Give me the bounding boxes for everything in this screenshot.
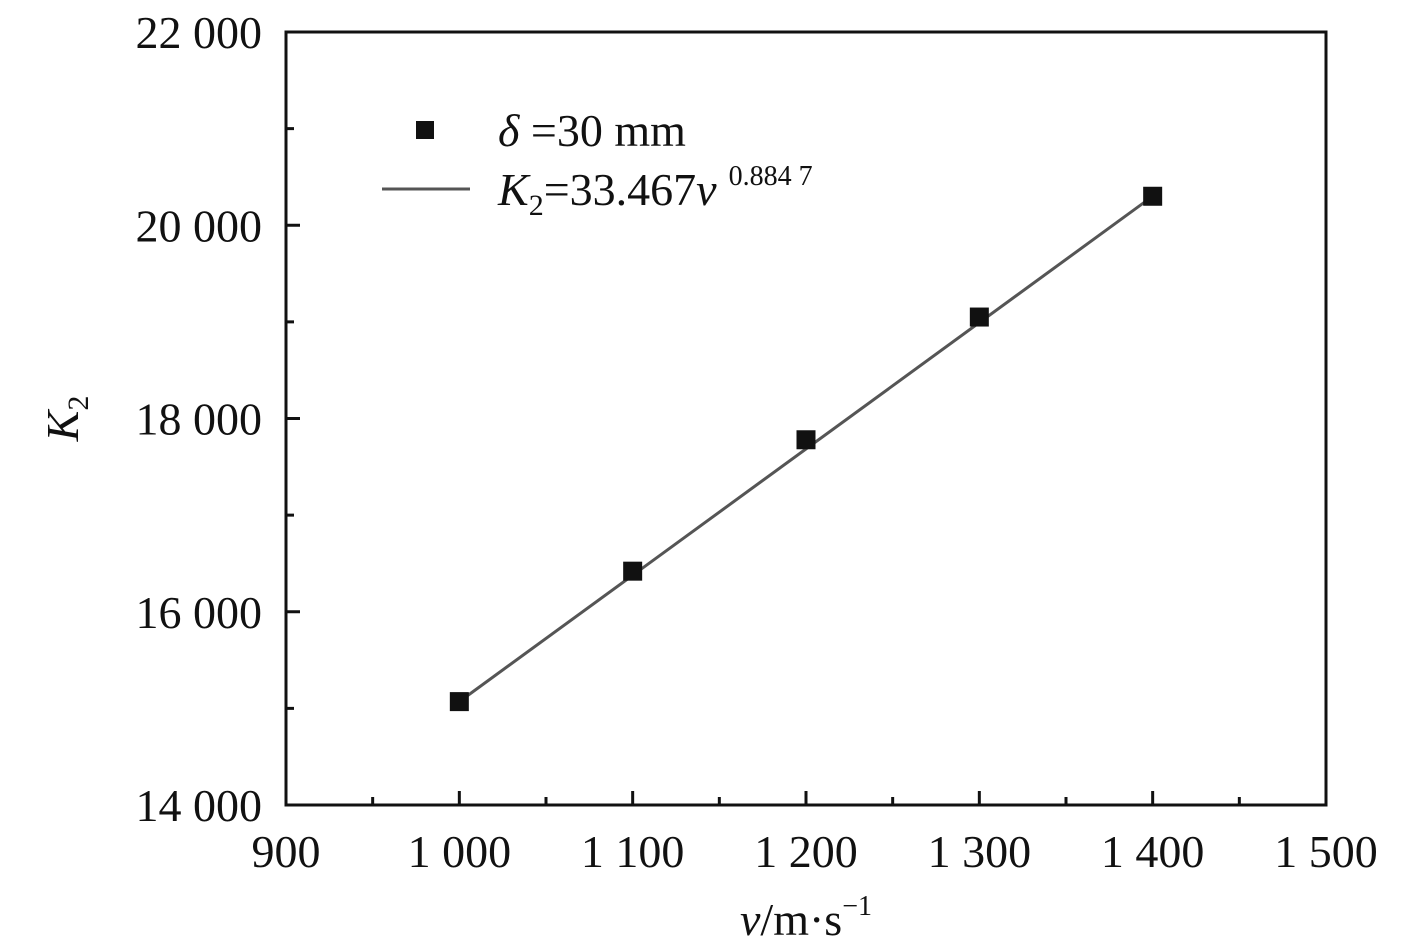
y-tick-label: 14 000 (136, 780, 263, 831)
y-axis-title: K2 (37, 396, 95, 443)
y-axis-title-sub: 2 (62, 396, 95, 411)
legend-fit-exp: 0.884 7 (729, 161, 813, 192)
axis-ticks (284, 30, 1328, 807)
legend-fit-var: K (497, 164, 531, 215)
data-point (449, 692, 469, 712)
x-axis-title-unit: /m·s (760, 894, 842, 945)
legend-marker-square (416, 121, 434, 139)
x-axis-title-var: v (740, 894, 761, 945)
axis-tick-labels: 900 1 000 1 100 1 200 1 300 1 400 1 500 14 000 1… (136, 7, 1378, 877)
legend-fit-var2: v (696, 164, 717, 215)
legend-label-scatter: δ =30 mm (498, 105, 686, 156)
legend-scatter-rest: =30 mm (519, 105, 686, 156)
x-axis-title-exp: −1 (842, 891, 872, 922)
y-tick-label: 16 000 (136, 587, 263, 638)
legend-fit-sub: 2 (529, 189, 544, 222)
x-tick-label: 1 200 (754, 826, 858, 877)
x-tick-label: 1 000 (408, 826, 512, 877)
x-tick-label: 1 400 (1101, 826, 1205, 877)
legend-label-fit: K2=33.467v 0.884 7 (497, 161, 813, 222)
data-point (796, 430, 816, 450)
y-tick-label: 18 000 (136, 394, 263, 445)
x-tick-label: 900 (252, 826, 321, 877)
x-tick-label: 1 500 (1274, 826, 1378, 877)
x-axis-title: v/m·s−1 (740, 891, 872, 945)
y-axis-title-var: K (37, 408, 88, 442)
x-tick-label: 1 300 (928, 826, 1032, 877)
data-point (969, 307, 989, 327)
data-points (449, 186, 1163, 712)
legend-scatter-var: δ (498, 105, 520, 156)
plot-frame (284, 30, 1328, 807)
data-point (1143, 186, 1163, 206)
data-point (623, 561, 643, 581)
x-tick-label: 1 100 (581, 826, 685, 877)
legend-fit-mid: =33.467 (544, 164, 696, 215)
y-tick-label: 20 000 (136, 200, 263, 251)
legend: δ =30 mm K2=33.467v 0.884 7 (382, 105, 813, 222)
y-tick-label: 22 000 (136, 7, 263, 58)
